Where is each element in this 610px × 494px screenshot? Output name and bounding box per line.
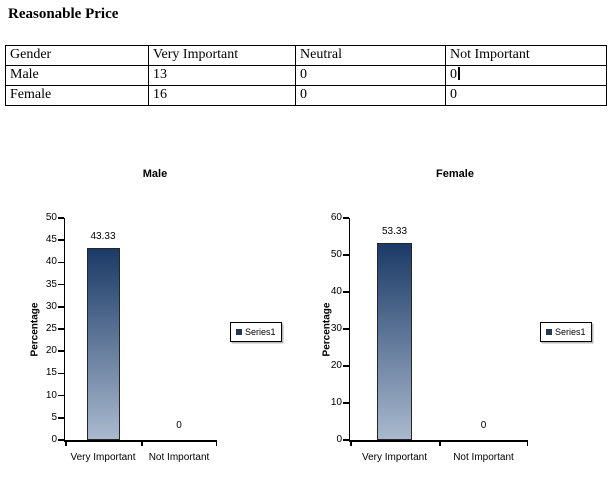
y-tick-label: 10 xyxy=(330,397,342,408)
table-header-row: Gender Very Important Neutral Not Important xyxy=(5,45,607,66)
x-tick-mark xyxy=(65,440,67,446)
chart-title: Male xyxy=(142,168,168,180)
legend-series-marker-icon xyxy=(236,329,242,335)
y-tick-mark xyxy=(343,254,349,256)
table-cell[interactable]: 0 xyxy=(295,65,446,86)
legend-series-label: Series1 xyxy=(245,326,276,337)
x-axis-line xyxy=(63,440,217,442)
legend-series-label: Series1 xyxy=(555,326,586,337)
y-tick-mark xyxy=(58,261,64,264)
y-axis-line xyxy=(348,218,350,442)
y-tick-mark xyxy=(58,217,64,219)
bar-very-important[interactable] xyxy=(377,242,412,440)
y-tick-mark xyxy=(58,350,64,352)
data-table: Gender Very Important Neutral Not Important… xyxy=(5,45,607,106)
y-tick-mark xyxy=(58,439,64,441)
legend: Series1 xyxy=(540,322,592,342)
y-tick-mark xyxy=(343,217,349,219)
table-cell[interactable]: Very Important xyxy=(148,45,296,66)
table-cell[interactable]: 13 xyxy=(148,65,296,86)
y-tick-mark xyxy=(343,365,349,367)
category-label: Not Important xyxy=(148,452,210,463)
table-cell[interactable]: 0 xyxy=(295,85,446,106)
y-tick-mark xyxy=(58,239,64,241)
legend-series-marker-icon xyxy=(546,329,552,335)
category-label: Very Important xyxy=(361,452,428,463)
y-tick-label: 10 xyxy=(45,389,57,401)
y-tick-label: 25 xyxy=(45,323,57,334)
y-tick-mark xyxy=(58,283,64,286)
legend: Series1 xyxy=(230,322,282,342)
y-tick-label: 5 xyxy=(51,411,57,423)
table-cell[interactable]: 0 xyxy=(445,65,607,86)
table-cell[interactable]: Not Important xyxy=(445,45,607,66)
chart-female[interactable]: Female Percentage 0 10 20 30 40 50 60 53.33 Very… xyxy=(310,162,600,487)
table-cell[interactable]: 16 xyxy=(148,85,296,106)
x-tick-mark xyxy=(141,440,143,446)
data-label: 43.33 xyxy=(90,230,116,242)
page-title[interactable]: Reasonable Price xyxy=(8,6,119,22)
x-axis-line xyxy=(348,440,528,442)
data-label: 53.33 xyxy=(381,225,408,237)
y-tick-label: 30 xyxy=(45,300,57,312)
data-label: 0 xyxy=(480,420,487,431)
y-axis-line xyxy=(63,218,65,442)
table-cell[interactable]: 0 xyxy=(445,85,607,106)
y-tick-label: 40 xyxy=(330,286,342,297)
y-tick-mark xyxy=(343,328,349,330)
y-tick-label: 40 xyxy=(45,256,57,268)
table-cell[interactable]: Female xyxy=(5,85,149,106)
chart-title: Female xyxy=(436,168,474,180)
y-tick-label: 20 xyxy=(45,345,57,357)
category-label: Not Important xyxy=(453,452,514,463)
table-cell[interactable]: Gender xyxy=(5,45,149,66)
y-tick-label: 50 xyxy=(45,212,57,223)
x-tick-mark xyxy=(350,440,352,446)
y-tick-label: 15 xyxy=(45,367,57,379)
data-label: 0 xyxy=(176,420,182,431)
bar-very-important[interactable] xyxy=(86,247,120,440)
y-tick-label: 45 xyxy=(45,234,57,246)
text-cursor xyxy=(458,67,460,80)
y-tick-label: 30 xyxy=(330,323,342,334)
y-tick-label: 50 xyxy=(330,249,342,260)
y-tick-label: 35 xyxy=(45,278,57,290)
y-tick-mark xyxy=(58,328,64,330)
chart-male[interactable]: Male Percentage 0 5 10 15 20 25 30 35 40 45 50 43.3… xyxy=(10,162,300,487)
y-tick-mark xyxy=(58,306,64,308)
x-tick-mark xyxy=(439,440,441,446)
y-tick-mark xyxy=(343,402,349,404)
table-cell[interactable]: Neutral xyxy=(295,45,446,66)
table-row: Female 16 0 0 xyxy=(5,85,607,106)
y-tick-label: 0 xyxy=(336,434,342,445)
y-tick-mark xyxy=(58,417,64,419)
y-tick-mark xyxy=(343,291,349,293)
table-cell[interactable]: Male xyxy=(5,65,149,86)
y-tick-mark xyxy=(58,394,64,397)
y-tick-label: 0 xyxy=(51,434,57,445)
x-tick-mark xyxy=(215,440,217,446)
y-tick-label: 60 xyxy=(330,212,342,223)
y-tick-mark xyxy=(58,372,64,375)
category-label: Very Important xyxy=(70,452,136,463)
table-row: Male 13 0 0 xyxy=(5,65,607,86)
y-tick-mark xyxy=(343,439,349,441)
y-tick-label: 20 xyxy=(330,360,342,371)
x-tick-mark xyxy=(526,440,528,446)
